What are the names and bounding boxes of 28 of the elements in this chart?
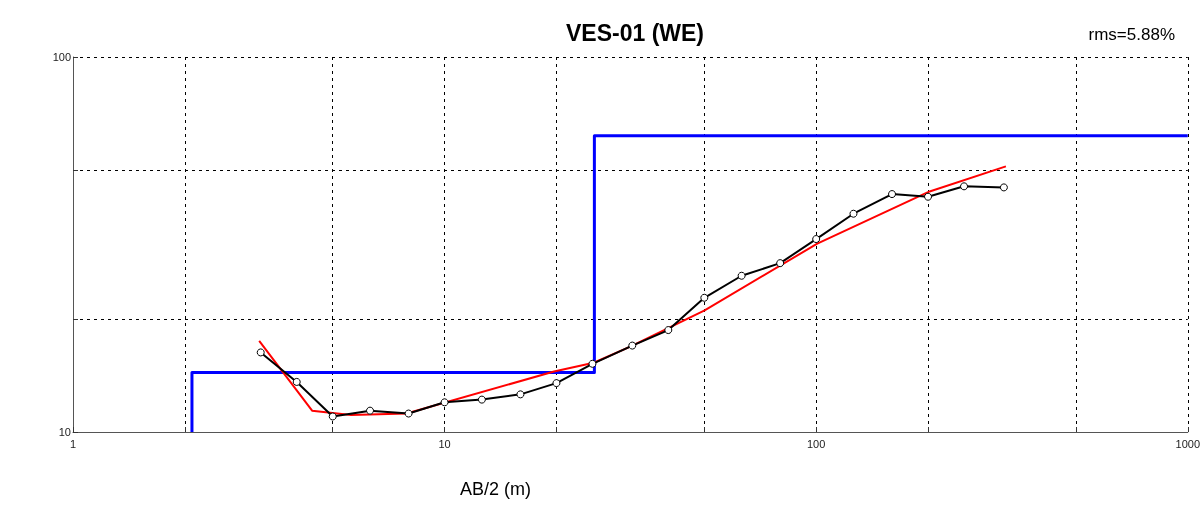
point xyxy=(328,412,337,421)
point xyxy=(999,183,1008,192)
x-tick-label: 1 xyxy=(69,437,77,450)
point xyxy=(477,395,486,404)
x-tick-label: 1000 xyxy=(1175,437,1201,450)
point xyxy=(404,409,413,418)
point xyxy=(960,182,969,191)
x-axis-title: AB/2 (m) xyxy=(459,479,531,499)
point xyxy=(588,359,597,368)
point xyxy=(664,326,673,335)
point xyxy=(924,192,933,201)
text: rms=5.88% xyxy=(1088,25,1175,44)
point xyxy=(552,379,561,388)
point xyxy=(440,398,449,407)
point xyxy=(849,209,858,218)
chart-title: VES-01 (WE) xyxy=(565,19,705,46)
point xyxy=(737,271,746,280)
point xyxy=(888,190,897,199)
point xyxy=(256,348,265,357)
point xyxy=(628,341,637,350)
point xyxy=(776,259,785,268)
point xyxy=(516,390,525,399)
point xyxy=(366,406,375,415)
x-tick-label: 100 xyxy=(807,437,826,450)
x-tick-label: 10 xyxy=(438,437,451,450)
point xyxy=(812,235,821,244)
point xyxy=(292,377,301,386)
point xyxy=(700,293,709,302)
